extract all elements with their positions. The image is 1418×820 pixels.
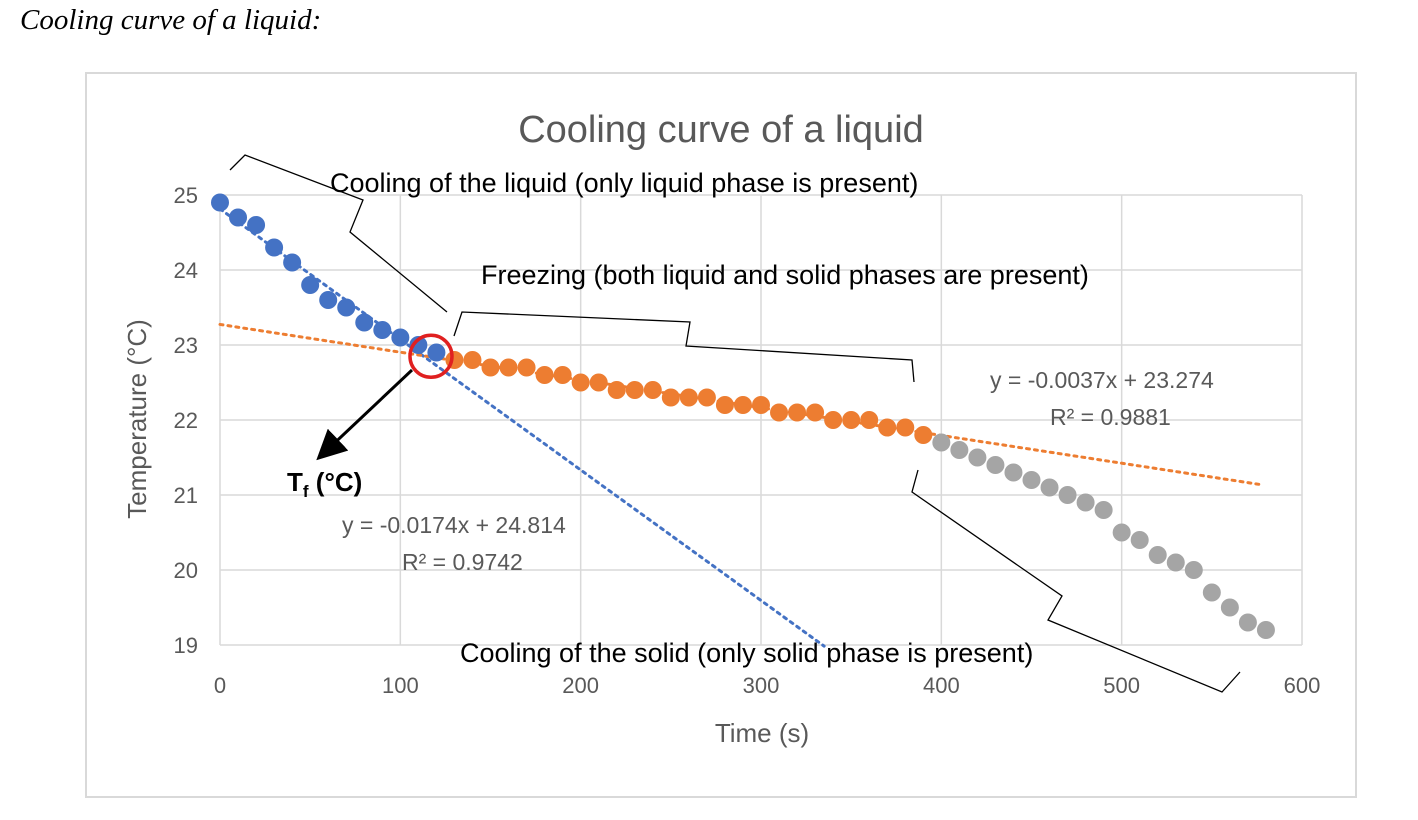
y-tick-label: 20 [174, 558, 198, 583]
data-point-series-0 [409, 336, 428, 354]
data-point-series-0 [337, 298, 356, 317]
data-point-series-1 [842, 411, 861, 429]
data-point-series-0 [427, 343, 446, 362]
data-point-series-1 [806, 403, 825, 422]
data-point-series-2 [1076, 493, 1095, 512]
data-point-series-2 [1184, 561, 1203, 579]
data-point-series-0 [229, 208, 248, 227]
x-axis-title: Time (s) [715, 718, 809, 748]
page-heading: Cooling curve of a liquid: [20, 4, 322, 36]
chart-title: Cooling curve of a liquid [518, 109, 924, 151]
data-point-series-1 [661, 388, 680, 407]
data-point-series-2 [1238, 613, 1257, 632]
data-point-series-1 [896, 418, 915, 437]
data-point-series-1 [752, 396, 770, 414]
x-tick-label: 400 [923, 673, 960, 698]
x-tick-label: 500 [1103, 673, 1140, 698]
data-point-series-2 [986, 456, 1005, 474]
x-tick-label: 0 [214, 673, 226, 698]
data-point-series-2 [1004, 463, 1023, 482]
data-point-series-1 [733, 396, 752, 414]
data-point-series-0 [355, 313, 374, 332]
data-point-series-1 [463, 351, 482, 369]
data-point-series-1 [679, 388, 698, 407]
data-point-series-1 [715, 396, 734, 414]
annotation-freezing: Freezing (both liquid and solid phases a… [481, 260, 1089, 290]
y-tick-label: 21 [174, 483, 198, 508]
y-tick-label: 22 [174, 408, 198, 433]
data-point-series-2 [1094, 501, 1113, 519]
x-tick-label: 100 [382, 673, 419, 698]
x-tick-label: 300 [743, 673, 780, 698]
data-point-series-0 [247, 216, 266, 234]
freezing-point-arrow [316, 368, 414, 461]
data-point-series-1 [517, 358, 536, 377]
brace-liquid [229, 154, 448, 313]
data-point-series-1 [607, 381, 626, 399]
y-tick-label: 19 [174, 633, 198, 658]
data-point-series-0 [211, 193, 229, 212]
data-point-series-0 [265, 238, 284, 257]
r2-freezing: R² = 0.9881 [1050, 404, 1171, 430]
data-point-series-2 [1130, 531, 1149, 549]
data-point-series-1 [770, 403, 789, 422]
data-point-series-2 [950, 441, 969, 459]
data-point-series-2 [1022, 471, 1041, 489]
data-point-series-1 [589, 373, 608, 392]
data-point-series-2 [1112, 523, 1131, 542]
data-point-series-2 [1040, 478, 1059, 497]
data-point-series-1 [860, 411, 879, 429]
data-point-series-1 [697, 388, 716, 407]
freezing-point-label: Tf (°C) [287, 467, 362, 501]
x-tick-label: 600 [1284, 673, 1321, 698]
y-tick-label: 23 [174, 333, 198, 358]
data-point-series-1 [878, 418, 897, 437]
data-point-series-2 [1220, 598, 1239, 617]
data-point-series-2 [1058, 486, 1077, 504]
brace-freezing [453, 311, 915, 383]
data-point-series-1 [481, 358, 500, 377]
brace-solid [911, 469, 1241, 693]
data-point-series-2 [1166, 553, 1185, 572]
data-point-series-1 [824, 411, 843, 429]
data-point-series-1 [499, 358, 518, 377]
data-point-series-0 [283, 253, 302, 272]
data-point-series-1 [535, 366, 554, 384]
freezing-point-marker [408, 333, 454, 379]
data-point-series-0 [391, 328, 410, 347]
data-point-series-2 [968, 448, 987, 467]
data-point-series-0 [373, 321, 392, 339]
trendline-1 [218, 322, 1263, 487]
trendlines [218, 207, 1263, 648]
data-point-series-1 [643, 381, 662, 399]
annotation-liquid: Cooling of the liquid (only liquid phase… [330, 168, 918, 198]
data-point-series-1 [788, 403, 807, 422]
data-point-series-1 [914, 426, 933, 444]
data-point-series-0 [319, 291, 338, 309]
data-points [211, 193, 1275, 639]
equation-freezing: y = -0.0037x + 23.274 [990, 367, 1214, 393]
data-point-series-1 [553, 366, 572, 384]
grid-lines [219, 194, 1303, 646]
x-tick-label: 200 [562, 673, 599, 698]
r2-liquid: R² = 0.9742 [402, 549, 523, 575]
tick-labels: 0 100 200 300 400 500 600 19 20 21 22 23 24 25 [174, 183, 1321, 698]
data-point-series-2 [1202, 583, 1221, 602]
data-point-series-0 [301, 276, 320, 294]
annotation-solid: Cooling of the solid (only solid phase i… [460, 638, 1033, 668]
trendline-0 [218, 207, 826, 648]
y-tick-label: 25 [174, 183, 198, 208]
data-point-series-2 [932, 433, 951, 452]
data-point-series-2 [1256, 621, 1275, 639]
data-point-series-1 [571, 373, 590, 392]
data-point-series-2 [1148, 546, 1167, 564]
chart-frame [85, 72, 1357, 798]
y-tick-label: 24 [174, 258, 198, 283]
y-axis-title: Temperature (°C) [122, 319, 152, 519]
equation-liquid: y = -0.0174x + 24.814 [342, 512, 566, 538]
data-point-series-1 [625, 381, 644, 399]
